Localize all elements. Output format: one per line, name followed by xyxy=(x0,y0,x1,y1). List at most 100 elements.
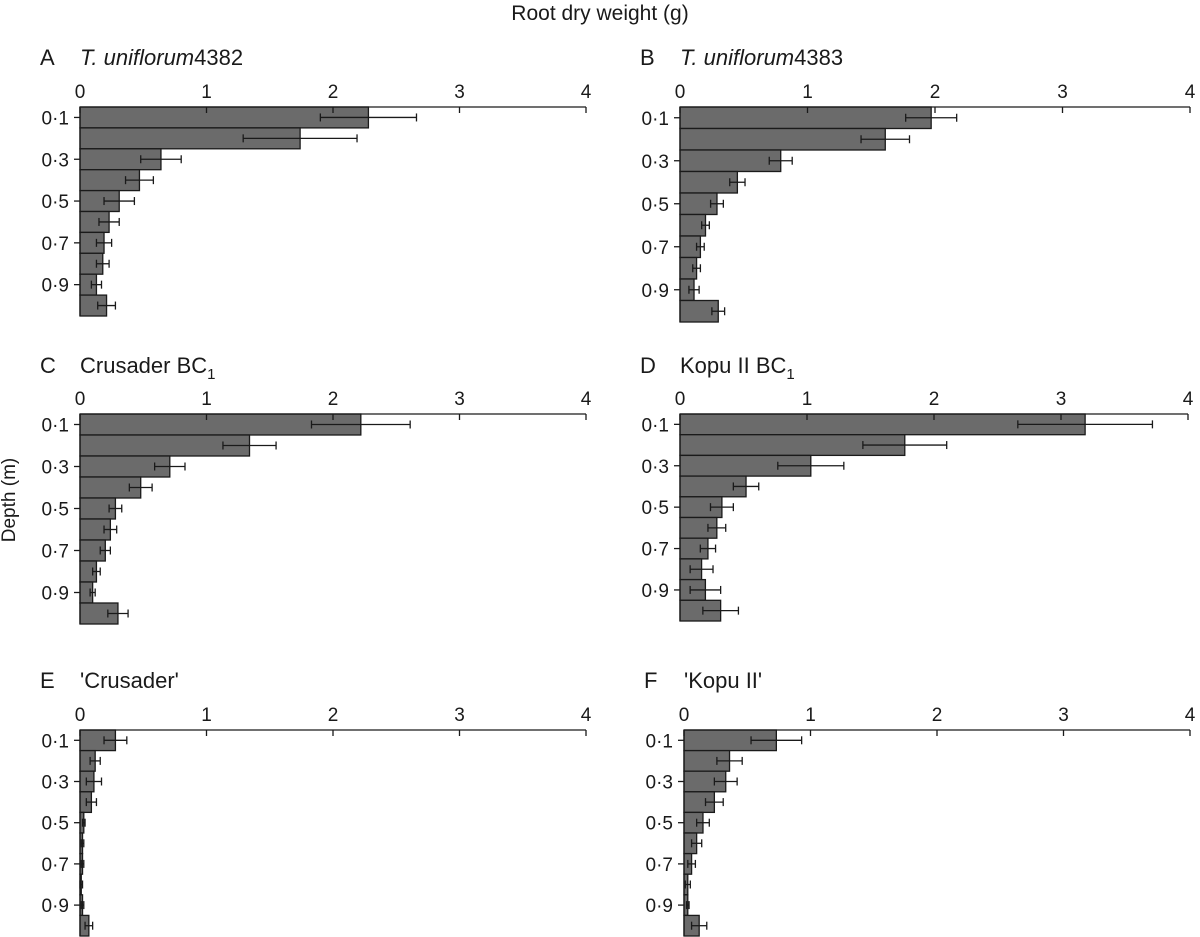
error-bar-d-5 xyxy=(709,503,734,512)
error-bar-e-7 xyxy=(80,859,85,868)
error-bar-d-3 xyxy=(777,461,845,470)
x-tick-label-a: 1 xyxy=(201,82,212,103)
x-tick-label-d: 2 xyxy=(929,389,940,410)
x-tick-label-f: 4 xyxy=(1185,705,1196,726)
panel-letter-c: C xyxy=(40,353,56,378)
error-bar-a-10 xyxy=(97,301,117,310)
panel-title-c: Crusader BC1 xyxy=(80,353,216,383)
x-tick-label-b: 3 xyxy=(1057,82,1068,103)
x-tick-label-c: 4 xyxy=(581,389,592,410)
x-tick-label-e: 3 xyxy=(454,705,465,726)
error-bar-b-5 xyxy=(709,199,724,208)
panel-title-part: 4383 xyxy=(794,45,843,70)
y-tick-label-b: 0·3 xyxy=(642,152,669,173)
error-bar-a-3 xyxy=(140,155,182,164)
error-bar-c-4 xyxy=(128,483,153,492)
error-bar-f-8 xyxy=(684,880,691,889)
y-tick-label-d: 0·9 xyxy=(642,581,669,602)
error-bar-a-7 xyxy=(95,238,113,247)
error-bar-b-3 xyxy=(768,156,793,165)
y-tick-label-b: 0·1 xyxy=(642,109,669,130)
x-tick-label-f: 0 xyxy=(679,705,690,726)
error-bar-e-5 xyxy=(81,818,86,827)
y-tick-label-a: 0·3 xyxy=(42,150,69,171)
x-axis-title: Root dry weight (g) xyxy=(511,2,688,25)
error-bar-b-10 xyxy=(711,307,726,316)
error-bar-c-10 xyxy=(107,609,129,618)
error-bar-c-9 xyxy=(89,588,96,597)
y-tick-label-f: 0·9 xyxy=(646,896,673,917)
panel-letter-f: F xyxy=(644,668,657,693)
error-bar-a-2 xyxy=(242,134,358,143)
error-bar-d-2 xyxy=(862,441,948,450)
error-bar-e-6 xyxy=(80,839,85,848)
panel-title-a: T. uniflorum4382 xyxy=(80,45,243,70)
error-bar-b-7 xyxy=(695,242,705,251)
error-bar-d-4 xyxy=(732,482,760,491)
x-tick-label-c: 3 xyxy=(454,389,465,410)
y-tick-label-a: 0·5 xyxy=(42,192,69,213)
y-tick-label-c: 0·9 xyxy=(42,584,69,605)
panel-title-part: Kopu II BC xyxy=(680,353,787,378)
x-tick-label-a: 0 xyxy=(75,82,86,103)
error-bar-a-9 xyxy=(90,280,103,289)
y-tick-label-c: 0·7 xyxy=(42,542,69,563)
y-tick-label-a: 0·7 xyxy=(42,234,69,255)
y-tick-label-f: 0·1 xyxy=(646,731,673,752)
y-tick-label-a: 0·9 xyxy=(42,276,69,297)
panel-b: B T. uniflorum4383 0 1 2 3 4 0·1 0·3 0·5 0·7 0·9 xyxy=(640,45,1196,323)
error-bar-a-5 xyxy=(103,197,136,206)
panel-letter-d: D xyxy=(640,353,656,378)
bar-b-1 xyxy=(679,106,932,130)
x-tick-label-d: 4 xyxy=(1183,389,1194,410)
error-bar-e-3 xyxy=(85,777,103,786)
error-bar-a-1 xyxy=(319,113,418,122)
error-bar-d-7 xyxy=(699,544,717,553)
panel-title-part: 'Crusader' xyxy=(80,668,179,693)
error-bar-d-10 xyxy=(702,606,740,615)
y-tick-label-c: 0·3 xyxy=(42,458,69,479)
x-tick-label-d: 1 xyxy=(802,389,813,410)
error-bar-c-2 xyxy=(222,441,277,450)
error-bar-f-9 xyxy=(685,901,690,910)
x-tick-label-a: 2 xyxy=(328,82,339,103)
x-tick-label-c: 0 xyxy=(75,389,86,410)
bar-b-3 xyxy=(679,149,782,173)
y-tick-label-e: 0·5 xyxy=(42,814,69,835)
panel-title-part: 1 xyxy=(207,366,215,383)
panel-title-part: T. uniflorum xyxy=(80,45,194,70)
panel-letter-a: A xyxy=(40,45,55,70)
y-tick-label-d: 0·3 xyxy=(642,457,669,478)
y-tick-label-b: 0·5 xyxy=(642,195,669,216)
error-bar-c-8 xyxy=(92,567,101,576)
y-tick-label-d: 0·7 xyxy=(642,540,669,561)
x-tick-label-f: 1 xyxy=(805,705,816,726)
x-tick-label-a: 3 xyxy=(454,82,465,103)
error-bar-a-6 xyxy=(98,217,120,226)
error-bar-f-6 xyxy=(690,839,703,848)
panel-title-d: Kopu II BC1 xyxy=(680,353,795,383)
error-bar-f-3 xyxy=(713,777,738,786)
panel-title-part: Crusader BC xyxy=(80,353,207,378)
error-bar-f-5 xyxy=(696,818,710,827)
panel-title-part: 'Kopu II' xyxy=(684,668,762,693)
error-bar-c-7 xyxy=(99,546,112,555)
x-tick-label-f: 2 xyxy=(932,705,943,726)
error-bar-e-10 xyxy=(84,921,94,930)
error-bar-e-9 xyxy=(80,901,85,910)
panel-title-b: T. uniflorum4383 xyxy=(680,45,843,70)
x-tick-label-d: 3 xyxy=(1056,389,1067,410)
y-tick-label-a: 0·1 xyxy=(42,108,69,129)
error-bar-b-4 xyxy=(729,178,746,187)
y-tick-label-c: 0·5 xyxy=(42,500,69,521)
y-axis-title: Depth (m) xyxy=(0,458,20,542)
bar-b-2 xyxy=(679,127,886,151)
panel-title-f: 'Kopu II' xyxy=(684,668,762,693)
x-tick-label-b: 2 xyxy=(930,82,941,103)
y-tick-label-e: 0·1 xyxy=(42,731,69,752)
error-bar-c-1 xyxy=(310,420,411,429)
x-tick-label-a: 4 xyxy=(581,82,592,103)
